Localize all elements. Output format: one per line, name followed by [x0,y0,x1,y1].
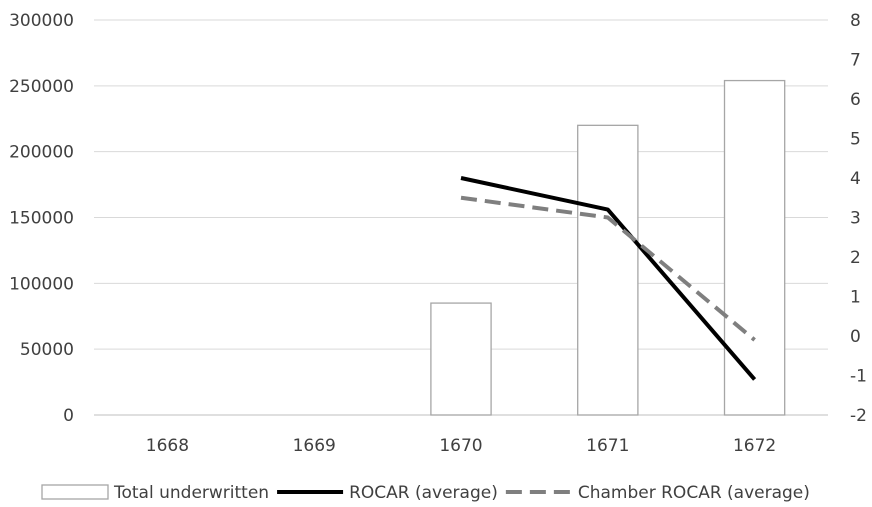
right-tick-label: 0 [850,327,861,347]
series-line-1 [460,195,756,342]
legend-label: Chamber ROCAR (average) [578,483,810,503]
legend-label: Total underwritten [113,483,269,503]
x-tick-label: 1672 [733,436,776,456]
left-tick-label: 50000 [20,340,74,360]
right-tick-label: 7 [850,51,861,71]
right-tick-label: 8 [850,11,861,31]
left-tick-label: 200000 [9,143,74,163]
left-tick-label: 300000 [9,11,74,31]
legend-symbol [41,484,109,500]
left-axis-ticks: 0 50000 100000 150000 200000 250000 300000 [9,11,74,426]
x-tick-label: 1670 [439,436,482,456]
right-tick-label: -1 [850,367,867,387]
left-tick-label: 100000 [9,274,74,294]
series-line-0 [460,176,757,381]
right-tick-label: 4 [850,169,861,189]
right-axis-ticks: -2 -1 0 1 2 3 4 5 6 7 8 [850,11,867,426]
grid-lines [94,19,828,416]
bar-1671 [577,124,639,416]
left-tick-label: 250000 [9,77,74,97]
bar-1672 [723,79,786,416]
x-tick-label: 1671 [586,436,629,456]
right-tick-label: 2 [850,248,861,268]
bars [430,79,786,416]
x-tick-label: 1669 [293,436,336,456]
lines [460,176,757,381]
legend: Total underwritten ROCAR (average) Chamber… [41,483,810,503]
bar-1670 [430,302,492,416]
right-tick-label: 3 [850,209,861,229]
x-axis-ticks: 1668 1669 1670 1671 1672 [146,436,776,456]
right-tick-label: 1 [850,288,861,308]
left-tick-label: 0 [63,406,74,426]
left-tick-label: 150000 [9,209,74,229]
right-tick-label: -2 [850,406,867,426]
legend-label: ROCAR (average) [349,483,498,503]
right-tick-label: 5 [850,130,861,150]
x-tick-label: 1668 [146,436,189,456]
right-tick-label: 6 [850,90,861,110]
